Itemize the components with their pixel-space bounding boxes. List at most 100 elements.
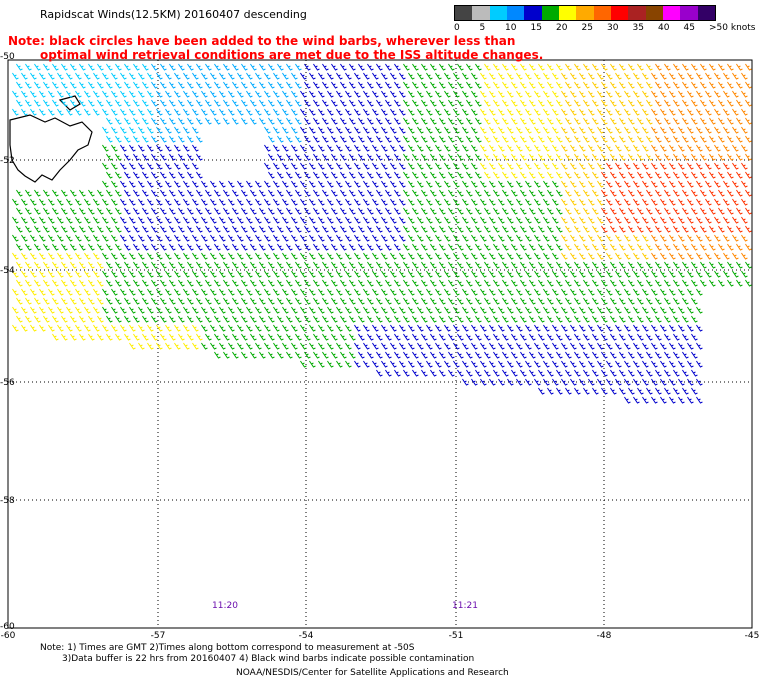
wind-barb bbox=[372, 324, 379, 332]
wind-barb bbox=[169, 63, 176, 71]
wind-barb bbox=[687, 360, 694, 368]
wind-barb bbox=[471, 162, 478, 170]
wind-barb bbox=[633, 90, 640, 98]
wind-barb bbox=[511, 117, 518, 125]
wind-barb bbox=[232, 315, 239, 323]
wind-barb bbox=[12, 90, 19, 98]
wind-barb bbox=[498, 288, 505, 296]
wind-barb bbox=[106, 81, 113, 89]
wind-barb bbox=[669, 378, 676, 386]
wind-barb bbox=[84, 108, 91, 116]
wind-barb bbox=[111, 126, 118, 134]
wind-barb bbox=[30, 288, 37, 296]
wind-barb bbox=[543, 108, 550, 116]
wind-barb bbox=[673, 153, 680, 161]
x-tick-label: -54 bbox=[298, 631, 314, 641]
wind-barb bbox=[534, 270, 541, 278]
wind-barb bbox=[448, 99, 455, 107]
wind-barb bbox=[534, 180, 541, 188]
wind-barb bbox=[714, 234, 721, 242]
wind-barb bbox=[606, 90, 613, 98]
legend-label: 35 bbox=[632, 23, 644, 33]
wind-barb bbox=[408, 306, 415, 314]
wind-barb bbox=[412, 153, 419, 161]
wind-barb bbox=[97, 333, 104, 341]
wind-barb bbox=[484, 207, 491, 215]
wind-barb bbox=[633, 252, 640, 260]
wind-barb bbox=[619, 225, 626, 233]
wind-barb bbox=[156, 306, 163, 314]
wind-barb bbox=[106, 261, 113, 269]
wind-barb bbox=[70, 297, 77, 305]
wind-barb bbox=[169, 135, 176, 143]
wind-barb bbox=[471, 378, 478, 386]
wind-barb bbox=[502, 279, 509, 287]
wind-barb bbox=[282, 72, 289, 80]
wind-barb bbox=[534, 378, 541, 386]
wind-barb bbox=[520, 369, 527, 377]
wind-barb bbox=[543, 90, 550, 98]
wind-barb bbox=[250, 63, 257, 71]
wind-barb bbox=[727, 225, 734, 233]
wind-barb bbox=[412, 351, 419, 359]
wind-barb bbox=[655, 351, 662, 359]
wind-barb bbox=[178, 207, 185, 215]
wind-barb bbox=[696, 360, 703, 368]
wind-barb bbox=[399, 270, 406, 278]
wind-barb bbox=[696, 162, 703, 170]
wind-barb bbox=[354, 234, 361, 242]
wind-barb bbox=[516, 180, 523, 188]
wind-barb bbox=[651, 90, 658, 98]
wind-barb bbox=[439, 243, 446, 251]
wind-barb bbox=[88, 297, 95, 305]
wind-barb bbox=[205, 63, 212, 71]
wind-barb bbox=[228, 306, 235, 314]
wind-barb bbox=[655, 225, 662, 233]
wind-barb bbox=[133, 243, 140, 251]
wind-barb bbox=[268, 63, 275, 71]
wind-barb bbox=[160, 135, 167, 143]
wind-barb bbox=[115, 135, 122, 143]
wind-barb bbox=[349, 333, 356, 341]
wind-barb bbox=[331, 261, 338, 269]
wind-barb bbox=[48, 234, 55, 242]
wind-barb bbox=[633, 126, 640, 134]
wind-barb bbox=[619, 369, 626, 377]
wind-barb bbox=[151, 81, 158, 89]
wind-barb bbox=[466, 225, 473, 233]
wind-barb bbox=[39, 108, 46, 116]
wind-barb bbox=[70, 99, 77, 107]
wind-barb bbox=[268, 171, 275, 179]
wind-barb bbox=[102, 72, 109, 80]
legend-swatch bbox=[489, 6, 507, 20]
wind-barb bbox=[678, 90, 685, 98]
wind-barb bbox=[646, 261, 653, 269]
wind-barb bbox=[102, 216, 109, 224]
wind-barb bbox=[696, 270, 703, 278]
wind-barb bbox=[633, 198, 640, 206]
wind-barb bbox=[138, 234, 145, 242]
wind-barb bbox=[723, 72, 730, 80]
wind-barb bbox=[178, 297, 185, 305]
wind-barb bbox=[250, 189, 257, 197]
wind-barb bbox=[624, 126, 631, 134]
wind-barb bbox=[741, 198, 748, 206]
wind-barb bbox=[196, 117, 203, 125]
wind-barb bbox=[304, 243, 311, 251]
wind-barb bbox=[561, 324, 568, 332]
wind-barb bbox=[403, 333, 410, 341]
wind-barb bbox=[291, 324, 298, 332]
wind-barb bbox=[565, 369, 572, 377]
wind-barb bbox=[651, 378, 658, 386]
wind-barb bbox=[264, 180, 271, 188]
wind-barb bbox=[511, 81, 518, 89]
wind-barb bbox=[543, 180, 550, 188]
wind-barb bbox=[714, 198, 721, 206]
wind-barb bbox=[430, 297, 437, 305]
wind-barb bbox=[120, 144, 127, 152]
wind-barb bbox=[196, 171, 203, 179]
wind-barb bbox=[597, 324, 604, 332]
wind-barb bbox=[709, 99, 716, 107]
wind-barb bbox=[196, 81, 203, 89]
wind-barb bbox=[264, 342, 271, 350]
